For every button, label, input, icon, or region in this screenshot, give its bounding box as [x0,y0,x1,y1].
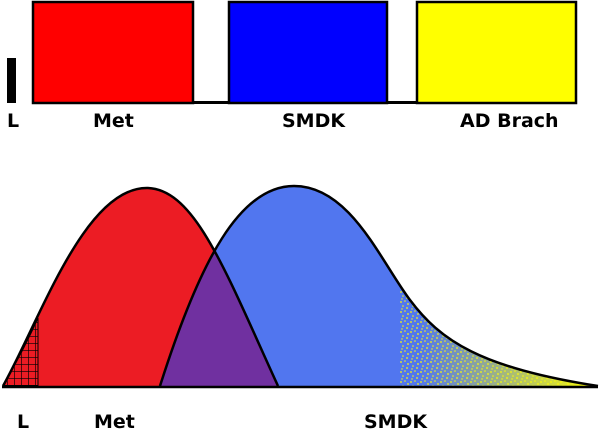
curve-met-outline [1,186,280,387]
ad-brach-tail-fill [420,290,598,386]
label-bottom-met: Met [94,411,135,433]
bar-l [7,58,16,103]
label-bottom-smdk: SMDK [364,411,428,433]
label-bottom-l: L [17,411,30,433]
baseline-segment-smdk-ad [387,101,417,104]
distribution-chart [1,184,599,389]
bar-smdk [227,0,389,105]
top-bar-row [7,0,578,105]
curve-smdk [160,186,598,386]
label-top-l: L [7,110,20,132]
label-top-smdk: SMDK [282,110,346,132]
label-top-ad-brach: AD Brach [460,110,559,132]
label-top-met: Met [93,110,134,132]
bar-ad-brach [415,0,578,105]
bar-met [31,0,195,105]
baseline-segment-met-smdk [193,101,229,104]
curve-smdk-outline [158,184,599,388]
